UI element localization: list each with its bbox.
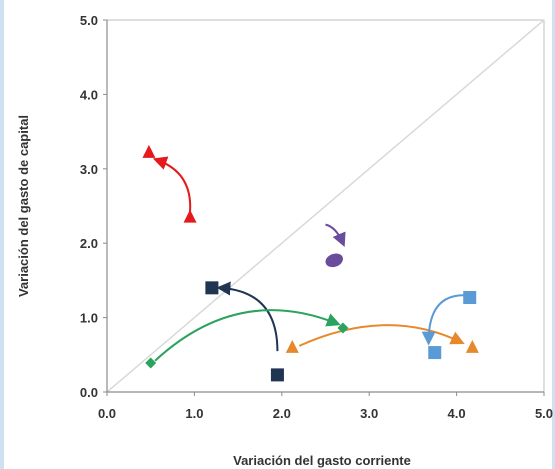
data-point-square — [428, 346, 442, 360]
y-tick-label: 0.0 — [80, 385, 98, 400]
y-tick-label: 4.0 — [80, 87, 98, 102]
reference-diagonal-line — [106, 19, 545, 393]
x-tick-label: 2.0 — [273, 406, 291, 421]
y-tick-label: 1.0 — [80, 311, 98, 326]
trajectory-arrow — [216, 281, 279, 352]
trajectory-arrow — [154, 309, 341, 362]
data-point-square — [270, 368, 284, 382]
data-point-triangle — [142, 144, 156, 158]
data-point-diamond — [337, 322, 349, 334]
x-tick-label: 4.0 — [448, 406, 466, 421]
y-axis-title: Variación del gasto de capital — [16, 115, 31, 297]
data-point-triangle — [465, 339, 479, 353]
trajectory-arrow — [421, 294, 464, 346]
data-point-square — [463, 291, 477, 305]
data-point-square — [205, 281, 219, 295]
x-tick-label: 1.0 — [185, 406, 203, 421]
y-tick-label: 2.0 — [80, 236, 98, 251]
trajectory-arrow — [152, 156, 192, 213]
y-tick-label: 3.0 — [80, 162, 98, 177]
reference-line-layer — [106, 19, 545, 393]
x-tick-label: 0.0 — [98, 406, 116, 421]
x-tick-label: 5.0 — [535, 406, 553, 421]
marker-layer — [142, 144, 479, 382]
scatter-chart: 0.0 1.0 2.0 3.0 4.0 5.0 0.0 1.0 2.0 3.0 4.0 5.0 Var… — [16, 13, 553, 468]
x-tick-label: 3.0 — [360, 406, 378, 421]
data-point-ellipse — [325, 253, 343, 268]
arrow-layer — [152, 156, 465, 362]
data-point-diamond — [145, 357, 157, 369]
trajectory-arrow — [298, 324, 465, 347]
y-tick-label: 5.0 — [80, 13, 98, 28]
x-axis-title: Variación del gasto corriente — [233, 453, 411, 468]
axis-layer: 0.0 1.0 2.0 3.0 4.0 5.0 0.0 1.0 2.0 3.0 4.0 5.0 — [80, 13, 553, 421]
data-point-triangle — [183, 209, 197, 223]
data-point-triangle — [285, 339, 299, 353]
trajectory-arrow — [325, 223, 346, 248]
